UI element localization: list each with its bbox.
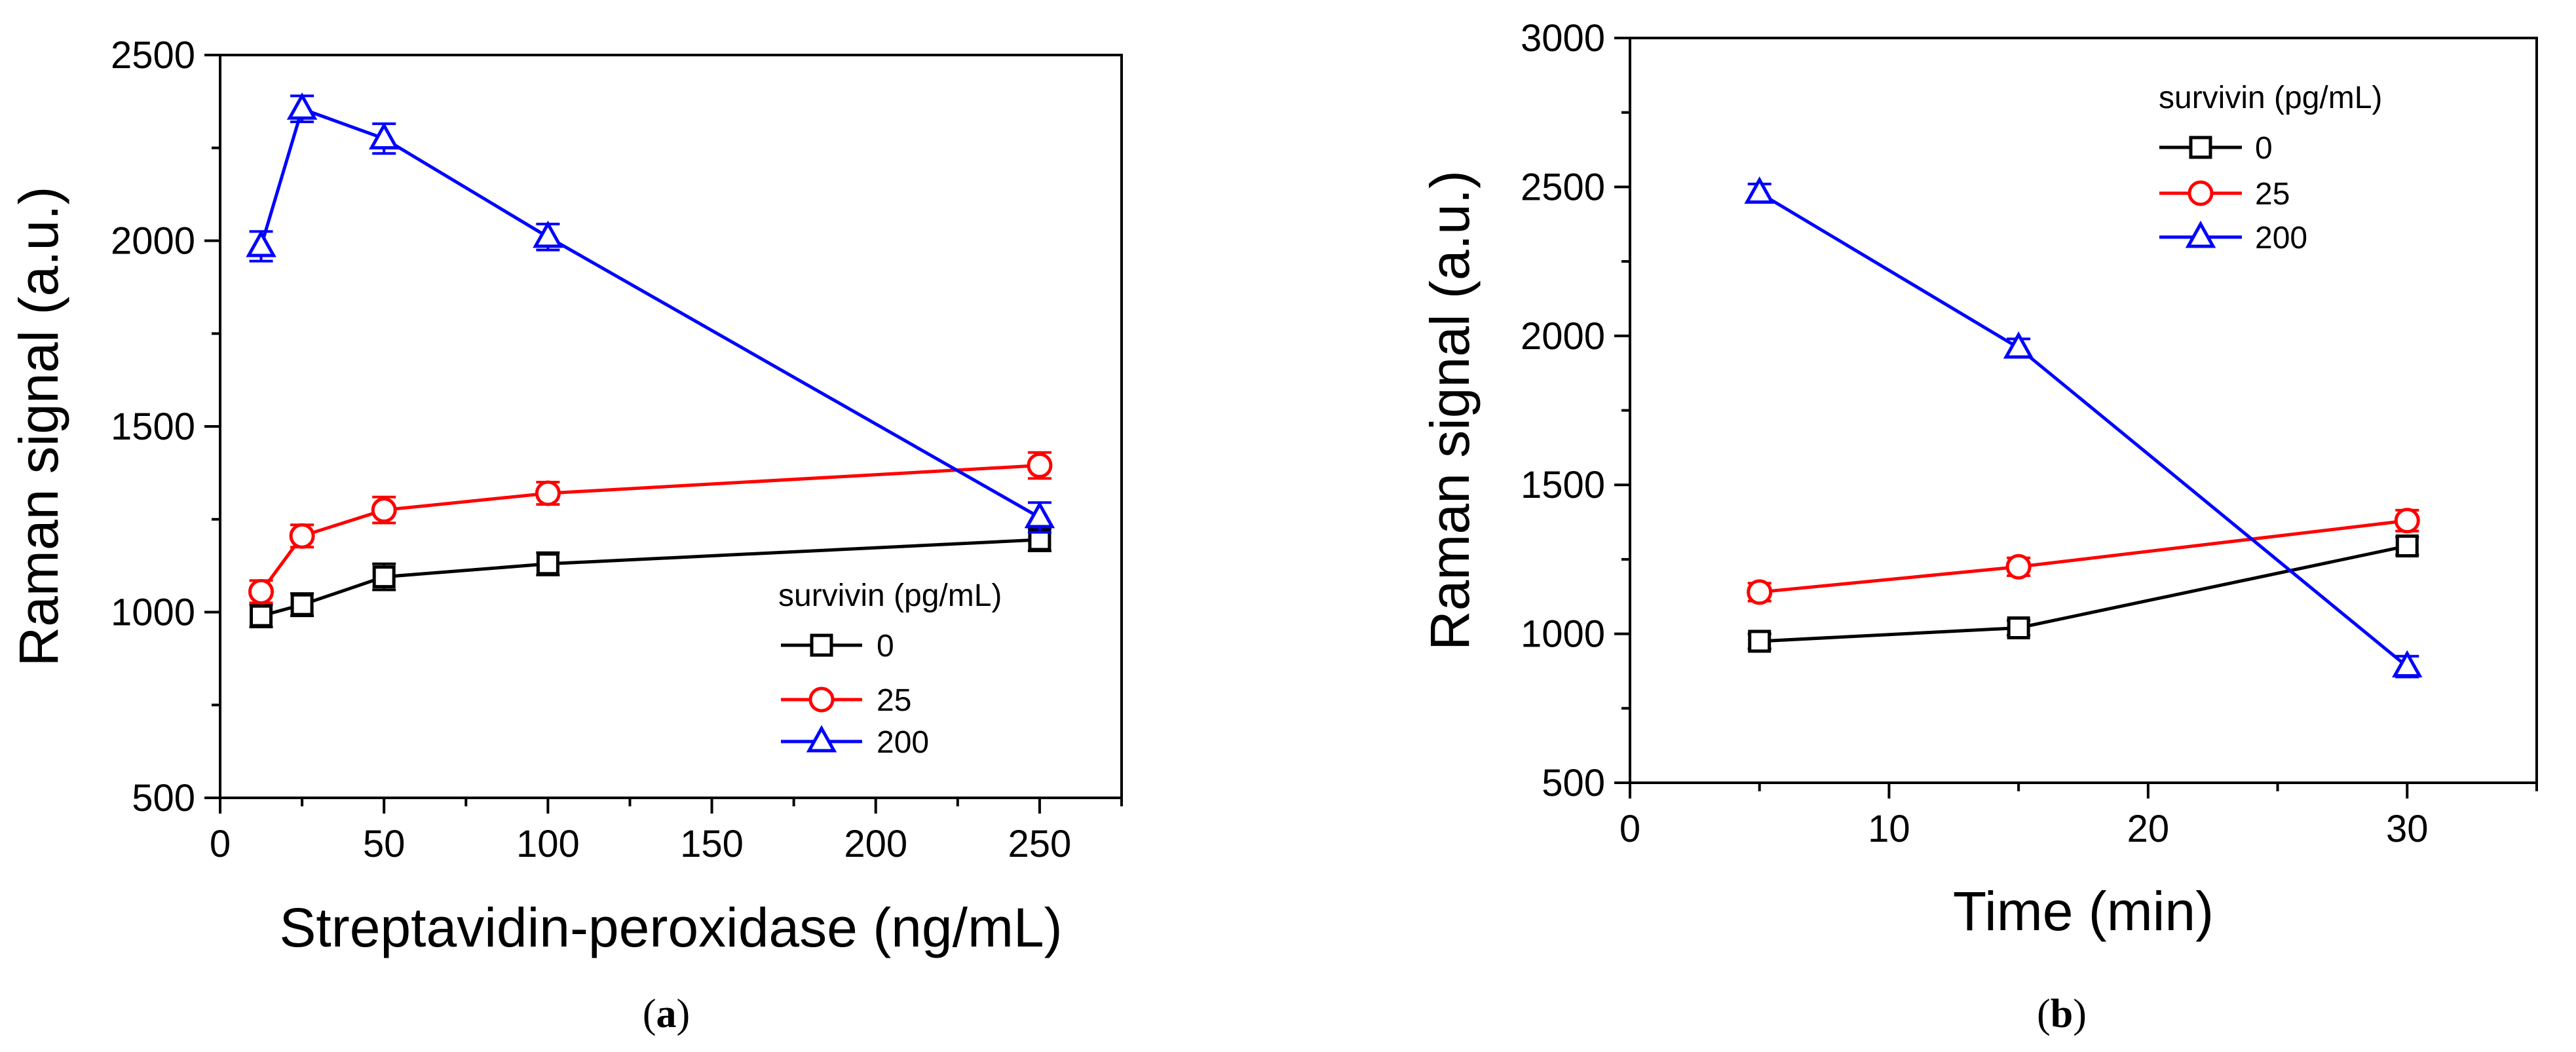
x-tick-label-b: 10 xyxy=(1868,808,1910,850)
legend-label-a-0: 0 xyxy=(877,629,894,664)
y-tick-label-a: 1000 xyxy=(111,592,195,634)
data-point-b-200 xyxy=(1744,176,1775,204)
data-point-a-25 xyxy=(1027,453,1053,479)
y-axis-title-a: Raman signal (a.u.) xyxy=(8,187,69,667)
data-point-a-200 xyxy=(368,122,400,150)
panel-a-caption: (a) xyxy=(643,992,690,1036)
panel-a-letter: a xyxy=(656,992,677,1036)
data-point-a-200 xyxy=(246,229,276,257)
legend-label-a-200: 200 xyxy=(877,725,929,760)
x-tick-label-b: 0 xyxy=(1619,808,1640,850)
y-tick-label-b: 3000 xyxy=(1521,17,1605,60)
x-tick-label-b: 20 xyxy=(2127,808,2170,850)
panel-b-letter: b xyxy=(2051,992,2073,1036)
data-point-a-0 xyxy=(290,593,314,616)
plot-frame-a xyxy=(219,54,1123,799)
y-tick-label-b: 2500 xyxy=(1521,166,1605,208)
legend-marker-a-200 xyxy=(806,724,837,753)
x-tick-label-a: 50 xyxy=(363,823,406,865)
x-tick-label-a: 0 xyxy=(210,823,231,865)
data-point-b-200 xyxy=(2392,650,2423,678)
y-tick-label-a: 2500 xyxy=(111,34,195,77)
legend-marker-a-25 xyxy=(808,686,835,713)
legend-marker-a-0 xyxy=(810,633,833,657)
legend-label-b-25: 25 xyxy=(2255,177,2290,212)
y-tick-label-a: 1500 xyxy=(111,405,195,448)
series-line-b-25 xyxy=(1759,519,2408,594)
chart-panel-a: (a) 0 50 100 150 200 2505001000150020002500St… xyxy=(8,34,1123,1036)
x-axis-title-a: Streptavidin-peroxidase (ng/mL) xyxy=(279,897,1062,958)
data-point-a-25 xyxy=(371,497,397,523)
data-point-b-25 xyxy=(1747,579,1773,605)
y-tick-label-b: 2000 xyxy=(1521,315,1605,358)
panel-b-caption: (b) xyxy=(2037,992,2087,1036)
data-point-b-0 xyxy=(2007,616,2030,640)
y-tick-label-a: 500 xyxy=(132,777,195,819)
legend-marker-b-0 xyxy=(2189,136,2212,159)
legend-marker-b-25 xyxy=(2188,180,2214,206)
x-axis-title-b: Time (min) xyxy=(1953,880,2214,942)
data-point-a-0 xyxy=(250,604,273,628)
y-axis-title-b: Raman signal (a.u.) xyxy=(1419,170,1481,650)
x-tick-label-a: 150 xyxy=(680,823,744,865)
data-point-a-0 xyxy=(536,552,559,576)
data-point-a-200 xyxy=(533,220,563,248)
legend-title-a: survivin (pg/mL) xyxy=(778,578,1002,613)
x-tick-label-b: 30 xyxy=(2386,808,2429,850)
data-point-a-200 xyxy=(286,92,318,120)
y-tick-label-a: 2000 xyxy=(111,220,195,263)
x-tick-label-a: 100 xyxy=(516,823,580,865)
data-point-a-25 xyxy=(289,523,315,549)
legend-title-b: survivin (pg/mL) xyxy=(2159,81,2382,115)
data-point-b-25 xyxy=(2005,554,2032,580)
data-point-a-0 xyxy=(372,565,396,589)
legend-label-b-200: 200 xyxy=(2255,221,2307,255)
y-tick-label-b: 500 xyxy=(1542,762,1605,804)
x-tick-label-a: 200 xyxy=(844,823,907,865)
data-point-b-0 xyxy=(1748,629,1771,653)
y-tick-label-b: 1500 xyxy=(1521,464,1605,506)
data-point-a-200 xyxy=(1024,500,1055,529)
legend-label-a-25: 25 xyxy=(877,683,911,718)
x-tick-label-a: 250 xyxy=(1008,823,1072,865)
data-point-b-25 xyxy=(2394,508,2420,534)
y-tick-label-b: 1000 xyxy=(1521,613,1605,656)
data-point-a-25 xyxy=(535,480,561,506)
legend-label-b-0: 0 xyxy=(2255,131,2273,166)
data-point-b-200 xyxy=(2003,331,2034,359)
data-point-b-0 xyxy=(2395,534,2419,557)
series-line-a-200 xyxy=(259,106,1041,519)
legend-marker-b-200 xyxy=(2185,220,2216,248)
data-point-a-25 xyxy=(248,578,275,605)
series-line-b-200 xyxy=(1758,191,2408,668)
